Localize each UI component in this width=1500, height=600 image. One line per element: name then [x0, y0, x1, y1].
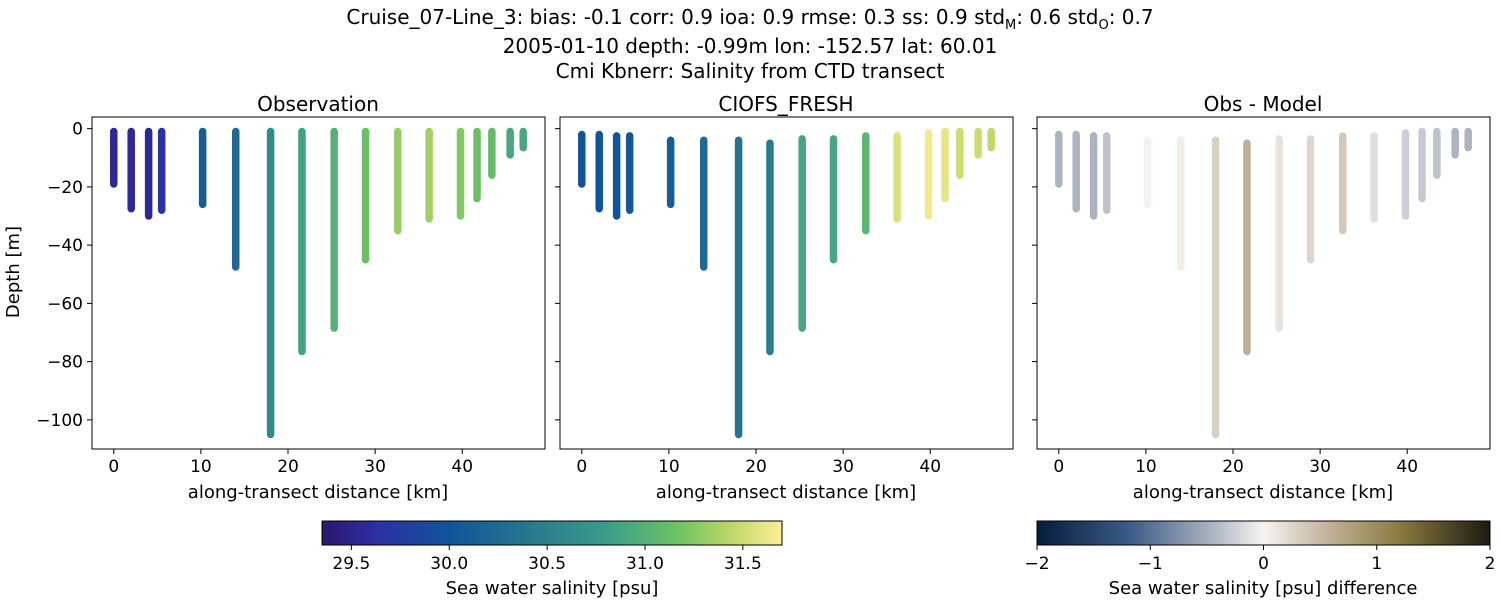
- ytick-label-1: −20: [47, 178, 83, 198]
- difference-xtick-label-0: 0: [1053, 457, 1064, 477]
- observation-axes-frame: [91, 116, 546, 450]
- observation-xtick-label-1: 10: [190, 457, 212, 477]
- difference-colorbar-tick-label-4: 2: [1485, 554, 1496, 574]
- model-xtick-label-0: 0: [576, 457, 587, 477]
- salinity-colorbar: 29.5 30.0 30.5 31.0 31.5 Sea water salinity …: [321, 520, 783, 599]
- difference-colorbar-tick-label-2: 0: [1258, 554, 1269, 574]
- model-xtick-label-2: 20: [745, 457, 767, 477]
- y-axis-label: Depth [m]: [3, 226, 24, 318]
- difference-panel: 0 10 20 30 40: [1032, 116, 1491, 477]
- panel-title-observation: Observation: [257, 92, 379, 116]
- difference-colorbar-tick-label-3: 1: [1371, 554, 1382, 574]
- panel-title-difference: Obs - Model: [1204, 92, 1323, 116]
- difference-colorbar-tick-label-1: −1: [1138, 554, 1163, 574]
- observation-xtick-label-0: 0: [108, 457, 119, 477]
- observation-xtick-label-4: 40: [451, 457, 473, 477]
- difference-xtick-label-3: 30: [1309, 457, 1331, 477]
- observation-panel: 0 10 20 30 40 0 −20 −40 −60 −80 −100: [36, 116, 546, 477]
- figure-title-line3: Cmi Kbnerr: Salinity from CTD transect: [556, 59, 945, 83]
- difference-colorbar: −2 −1 0 1 2 Sea water salinity [psu] differe…: [1024, 520, 1496, 599]
- observation-xtick-label-2: 20: [277, 457, 299, 477]
- salinity-colorbar-tick-label-3: 31.0: [626, 554, 664, 574]
- difference-colorbar-bar: [1036, 520, 1491, 546]
- model-xtick-label-1: 10: [658, 457, 680, 477]
- model-axes-frame: [559, 116, 1014, 450]
- panel-title-model: CIOFS_FRESH: [718, 92, 853, 116]
- salinity-colorbar-tick-label-4: 31.5: [724, 554, 762, 574]
- model-panel: 0 10 20 30 40: [555, 116, 1014, 477]
- difference-xtick-label-1: 10: [1135, 457, 1157, 477]
- x-axis-label-model: along-transect distance [km]: [656, 482, 916, 503]
- salinity-colorbar-tick-label-0: 29.5: [332, 554, 370, 574]
- difference-colorbar-label: Sea water salinity [psu] difference: [1109, 578, 1418, 599]
- difference-axes-frame: [1036, 116, 1491, 450]
- figure-title-line1: Cruise_07-Line_3: bias: -0.1 corr: 0.9 i…: [346, 5, 1153, 33]
- salinity-colorbar-tick-label-2: 30.5: [528, 554, 566, 574]
- ytick-label-2: −40: [47, 236, 83, 256]
- ytick-label-4: −80: [47, 353, 83, 373]
- ytick-label-5: −100: [36, 411, 83, 431]
- salinity-colorbar-label: Sea water salinity [psu]: [446, 578, 659, 599]
- model-xtick-label-3: 30: [832, 457, 854, 477]
- salinity-colorbar-bar: [321, 520, 783, 546]
- figure-title-line2: 2005-01-10 depth: -0.99m lon: -152.57 la…: [503, 34, 998, 58]
- difference-xtick-label-2: 20: [1222, 457, 1244, 477]
- observation-xtick-label-3: 30: [364, 457, 386, 477]
- x-axis-label-observation: along-transect distance [km]: [188, 482, 448, 503]
- model-xtick-label-4: 40: [919, 457, 941, 477]
- x-axis-label-difference: along-transect distance [km]: [1133, 482, 1393, 503]
- ytick-label-0: 0: [72, 120, 83, 140]
- salinity-colorbar-tick-label-1: 30.0: [430, 554, 468, 574]
- difference-colorbar-tick-label-0: −2: [1024, 554, 1049, 574]
- ytick-label-3: −60: [47, 294, 83, 314]
- difference-xtick-label-4: 40: [1396, 457, 1418, 477]
